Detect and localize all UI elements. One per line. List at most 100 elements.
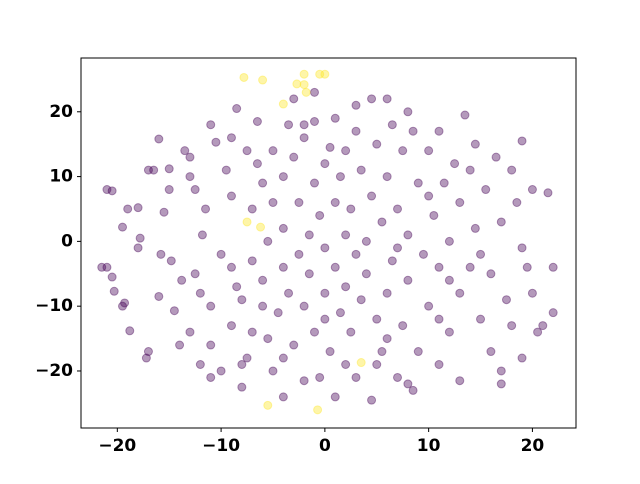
- point: [522, 262, 532, 272]
- point: [361, 269, 371, 279]
- point: [278, 99, 288, 109]
- point: [258, 301, 268, 311]
- point: [292, 79, 302, 89]
- point: [252, 117, 262, 127]
- point: [486, 269, 496, 279]
- point: [403, 107, 413, 117]
- point: [408, 385, 418, 395]
- point: [190, 185, 200, 195]
- point: [341, 146, 351, 156]
- point: [393, 372, 403, 382]
- point: [356, 295, 366, 305]
- point: [299, 80, 309, 90]
- point: [242, 146, 252, 156]
- point: [143, 165, 153, 175]
- point: [496, 217, 506, 227]
- plot-frame: [80, 57, 577, 429]
- point: [507, 321, 517, 331]
- point: [434, 126, 444, 136]
- point: [206, 301, 216, 311]
- x-tick-label: −20: [98, 436, 136, 456]
- point: [403, 275, 413, 285]
- point: [247, 256, 257, 266]
- point: [470, 139, 480, 149]
- point: [133, 243, 143, 253]
- point: [154, 291, 164, 301]
- x-tick-label: −10: [202, 436, 240, 456]
- point: [309, 87, 319, 97]
- y-tick-label: −20: [35, 361, 73, 381]
- point: [149, 165, 159, 175]
- point: [201, 204, 211, 214]
- point: [268, 146, 278, 156]
- point: [398, 321, 408, 331]
- point: [429, 210, 439, 220]
- point: [455, 198, 465, 208]
- point: [341, 230, 351, 240]
- point: [527, 288, 537, 298]
- point: [309, 117, 319, 127]
- point: [398, 146, 408, 156]
- point: [294, 249, 304, 259]
- point: [377, 217, 387, 227]
- point: [408, 126, 418, 136]
- point: [195, 359, 205, 369]
- point: [413, 178, 423, 188]
- point: [367, 395, 377, 405]
- point: [232, 104, 242, 114]
- point: [460, 110, 470, 120]
- point: [226, 321, 236, 331]
- point: [351, 372, 361, 382]
- point: [356, 358, 366, 368]
- point: [299, 133, 309, 143]
- point: [341, 359, 351, 369]
- point: [256, 222, 266, 232]
- point: [206, 372, 216, 382]
- point: [109, 286, 119, 296]
- point: [496, 379, 506, 389]
- point: [330, 392, 340, 402]
- point: [159, 207, 169, 217]
- point: [258, 178, 268, 188]
- x-tick-label: 0: [319, 436, 331, 456]
- point: [413, 347, 423, 357]
- point: [185, 152, 195, 162]
- point: [424, 301, 434, 311]
- point: [465, 262, 475, 272]
- point: [239, 72, 249, 82]
- point: [97, 262, 107, 272]
- point: [304, 230, 314, 240]
- point: [190, 269, 200, 279]
- point: [444, 327, 454, 337]
- point: [211, 137, 221, 147]
- point: [335, 172, 345, 182]
- point: [313, 405, 323, 415]
- point: [367, 94, 377, 104]
- point: [517, 243, 527, 253]
- point: [278, 353, 288, 363]
- point: [169, 306, 179, 316]
- point: [470, 223, 480, 233]
- point: [356, 165, 366, 175]
- point: [496, 366, 506, 376]
- point: [335, 308, 345, 318]
- point: [377, 347, 387, 357]
- point: [538, 321, 548, 331]
- point: [424, 191, 434, 201]
- point: [315, 210, 325, 220]
- point: [325, 347, 335, 357]
- point: [237, 359, 247, 369]
- point: [247, 204, 257, 214]
- point: [226, 133, 236, 143]
- point: [232, 282, 242, 292]
- point: [278, 262, 288, 272]
- x-tick-label: 20: [521, 436, 545, 456]
- point: [301, 87, 311, 97]
- point: [455, 376, 465, 386]
- point: [118, 222, 128, 232]
- point: [284, 288, 294, 298]
- point: [120, 298, 130, 308]
- point: [455, 288, 465, 298]
- point: [439, 178, 449, 188]
